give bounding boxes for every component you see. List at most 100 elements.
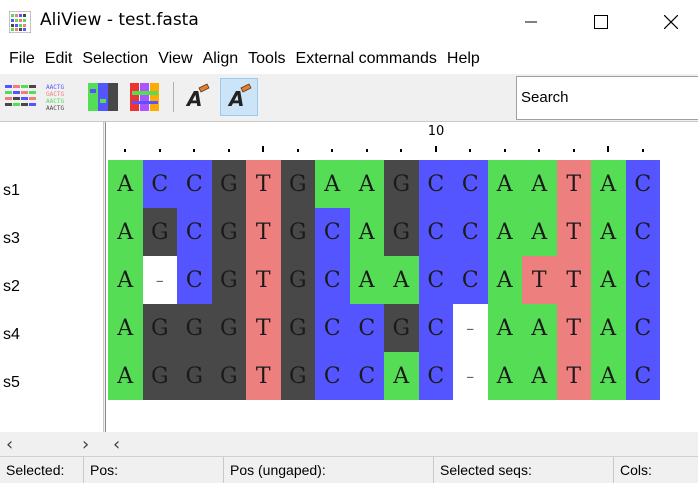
residue-cell[interactable]: T [556, 160, 591, 208]
residue-cell[interactable]: – [453, 304, 488, 352]
residue-cell[interactable]: T [246, 304, 281, 352]
edit-mode-active-button[interactable]: A [220, 78, 258, 116]
names-horizontal-scrollbar[interactable]: ‹ › [0, 432, 104, 456]
residue-cell[interactable]: C [453, 208, 488, 256]
residue-cell[interactable]: A [522, 160, 557, 208]
residue-cell[interactable]: G [142, 208, 177, 256]
alignment-horizontal-scrollbar[interactable]: ‹ [105, 432, 698, 456]
sequence-name[interactable]: s2 [3, 278, 20, 295]
edit-mode-button[interactable]: A [178, 78, 216, 116]
alignment-grid[interactable]: A C C G T G A A G C C A A T A C A G C G T G C A G C C A A T A C A – C G T G C A… [108, 160, 660, 400]
residue-cell[interactable]: A [384, 352, 419, 400]
residue-cell[interactable]: C [315, 256, 350, 304]
residue-cell[interactable]: C [349, 304, 384, 352]
scroll-left-icon[interactable]: ‹ [6, 434, 14, 455]
residue-cell[interactable]: A [384, 256, 419, 304]
residue-cell[interactable]: C [625, 208, 660, 256]
residue-cell[interactable]: C [177, 256, 212, 304]
residue-cell[interactable]: C [625, 304, 660, 352]
residue-cell[interactable]: C [418, 304, 453, 352]
residue-cell[interactable]: G [384, 160, 419, 208]
residue-cell[interactable]: G [142, 352, 177, 400]
scroll-right-icon[interactable]: › [82, 434, 90, 455]
residue-cell[interactable]: G [280, 352, 315, 400]
color-scheme-button[interactable] [84, 78, 122, 116]
residue-cell[interactable]: C [418, 352, 453, 400]
residue-cell[interactable]: A [487, 208, 522, 256]
residue-cell[interactable]: C [418, 256, 453, 304]
sequence-name[interactable]: s5 [3, 374, 20, 391]
residue-cell[interactable]: A [349, 160, 384, 208]
sequence-name[interactable]: s4 [3, 326, 20, 343]
residue-cell[interactable]: G [280, 160, 315, 208]
residue-cell[interactable]: A [522, 304, 557, 352]
residue-cell[interactable]: A [349, 208, 384, 256]
residue-cell[interactable]: A [522, 208, 557, 256]
residue-cell[interactable]: C [625, 256, 660, 304]
residue-cell[interactable]: G [280, 256, 315, 304]
residue-cell[interactable]: C [177, 208, 212, 256]
menu-selection[interactable]: Selection [82, 50, 149, 67]
menu-external-commands[interactable]: External commands [295, 50, 437, 67]
residue-cell[interactable]: G [280, 208, 315, 256]
residue-cell[interactable]: G [211, 208, 246, 256]
residue-cell[interactable]: A [487, 304, 522, 352]
close-button[interactable] [648, 0, 694, 44]
residue-cell[interactable]: G [211, 256, 246, 304]
translation-view-button[interactable]: AACTG GACTG AACTG AACTG [42, 78, 80, 116]
residue-cell[interactable]: A [108, 208, 143, 256]
residue-cell[interactable]: A [591, 304, 626, 352]
residue-cell[interactable]: T [556, 352, 591, 400]
sequence-name[interactable]: s3 [3, 230, 20, 247]
residue-cell[interactable]: A [315, 160, 350, 208]
residue-cell[interactable]: T [246, 352, 281, 400]
residue-cell[interactable]: A [108, 256, 143, 304]
maximize-button[interactable] [578, 0, 624, 44]
residue-cell[interactable]: C [625, 160, 660, 208]
residue-cell[interactable]: A [108, 160, 143, 208]
residue-cell[interactable]: A [487, 160, 522, 208]
residue-cell[interactable]: T [246, 256, 281, 304]
alignment-panel[interactable]: 10 A C C G T G A A G C C A A T A C A G C G T G C A G C C A A T A C A – C G T… [105, 122, 698, 432]
residue-cell[interactable]: G [280, 304, 315, 352]
residue-cell[interactable]: G [177, 352, 212, 400]
menu-align[interactable]: Align [202, 50, 239, 67]
residue-cell[interactable]: C [418, 160, 453, 208]
residue-cell[interactable]: A [349, 256, 384, 304]
menu-edit[interactable]: Edit [44, 50, 73, 67]
search-input[interactable]: Search [516, 76, 698, 120]
residue-cell[interactable]: A [108, 352, 143, 400]
residue-cell[interactable]: A [487, 352, 522, 400]
residue-cell[interactable]: – [142, 256, 177, 304]
residue-cell[interactable]: C [418, 208, 453, 256]
minimize-button[interactable] [508, 0, 554, 44]
residue-cell[interactable]: C [349, 352, 384, 400]
residue-cell[interactable]: T [246, 208, 281, 256]
residue-cell[interactable]: C [315, 304, 350, 352]
residue-cell[interactable]: G [211, 304, 246, 352]
menu-view[interactable]: View [158, 50, 193, 67]
residue-cell[interactable]: A [591, 352, 626, 400]
residue-cell[interactable]: T [556, 304, 591, 352]
residue-cell[interactable]: G [177, 304, 212, 352]
residue-cell[interactable]: T [246, 160, 281, 208]
nucleotide-color-scheme-button[interactable] [2, 78, 40, 116]
residue-cell[interactable]: C [177, 160, 212, 208]
residue-cell[interactable]: G [384, 304, 419, 352]
residue-cell[interactable]: G [211, 160, 246, 208]
menu-help[interactable]: Help [446, 50, 480, 67]
residue-cell[interactable]: T [556, 208, 591, 256]
residue-cell[interactable]: C [453, 160, 488, 208]
residue-cell[interactable]: C [315, 352, 350, 400]
residue-cell[interactable]: G [211, 352, 246, 400]
residue-cell[interactable]: T [556, 256, 591, 304]
menu-file[interactable]: File [9, 50, 35, 67]
residue-cell[interactable]: C [453, 256, 488, 304]
residue-cell[interactable]: A [591, 256, 626, 304]
residue-cell[interactable]: A [108, 304, 143, 352]
sequence-name[interactable]: s1 [3, 182, 20, 199]
residue-cell[interactable]: – [453, 352, 488, 400]
menu-tools[interactable]: Tools [248, 50, 286, 67]
highlight-diffs-button[interactable] [126, 78, 164, 116]
residue-cell[interactable]: A [487, 256, 522, 304]
